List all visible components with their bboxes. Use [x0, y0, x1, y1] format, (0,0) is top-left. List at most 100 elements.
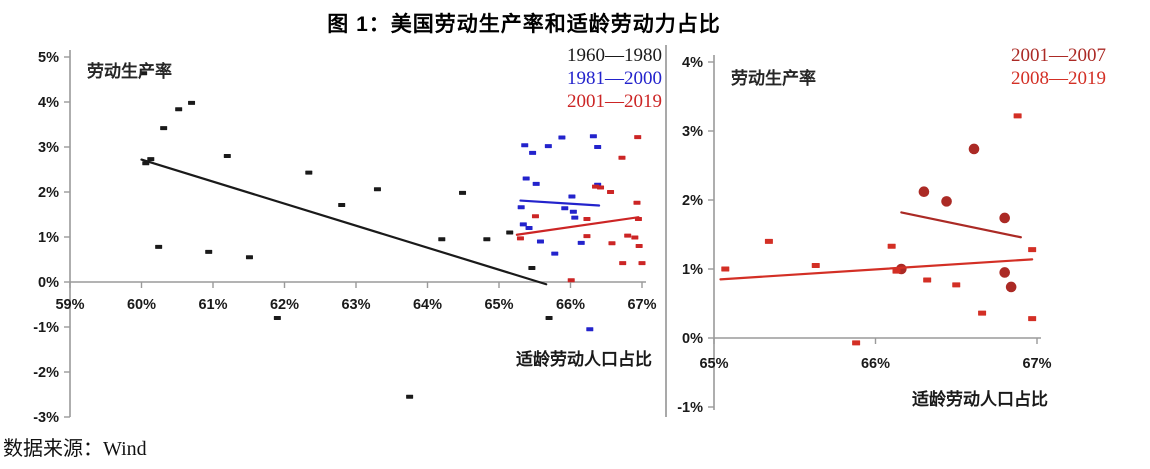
legend-entry: 2001—2019	[567, 91, 662, 112]
left-point-dash	[586, 327, 594, 332]
left-point-dash	[561, 206, 569, 211]
right-point-circle	[1005, 281, 1017, 293]
legend-entry: 2001—2007	[1011, 45, 1106, 66]
left-x-tick-label: 63%	[341, 297, 370, 313]
left-point-dash	[525, 226, 533, 230]
right-chart-legend: 2001—2007 2008—2019	[1011, 44, 1106, 90]
left-y-tick-label: 0%	[38, 275, 59, 291]
left-point-dash	[532, 181, 540, 186]
left-point-dash	[438, 237, 446, 242]
right-chart-xlabel: 适龄劳动人口占比	[912, 390, 1048, 409]
left-point-dash	[273, 316, 281, 320]
left-y-tick-label: 4%	[38, 95, 59, 111]
left-point-dash	[618, 155, 626, 160]
left-point-dash	[245, 255, 253, 260]
right-point-circle	[918, 186, 930, 198]
right-x-tick-label: 66%	[861, 356, 890, 372]
left-point-dash	[571, 215, 579, 220]
right-point-circle	[941, 196, 952, 207]
right-point-circle	[968, 143, 980, 155]
left-point-dash	[483, 237, 491, 242]
left-y-tick-label: 1%	[38, 230, 59, 246]
left-point-dash	[516, 236, 524, 241]
left-point-dash	[536, 239, 544, 244]
left-point-dash	[521, 143, 529, 148]
left-point-dash	[568, 194, 576, 199]
left-point-dash	[205, 249, 213, 254]
left-x-tick-label: 66%	[556, 297, 585, 313]
left-point-dash	[522, 176, 530, 181]
left-point-dash	[517, 205, 525, 210]
left-y-tick-label: -1%	[33, 320, 59, 336]
left-point-dash	[528, 266, 536, 271]
left-x-tick-label: 62%	[270, 297, 299, 313]
left-point-dash	[608, 241, 616, 246]
left-point-dash	[569, 209, 577, 214]
left-point-dash	[175, 107, 183, 112]
right-point-square	[978, 310, 987, 316]
legend-entry: 1960—1980	[567, 45, 662, 66]
left-x-tick-label: 65%	[484, 297, 513, 313]
left-point-dash	[188, 100, 196, 105]
right-trend-line	[900, 211, 1022, 239]
left-point-dash	[147, 157, 155, 162]
left-point-dash	[619, 261, 627, 266]
right-point-square	[811, 263, 820, 269]
left-point-dash	[558, 135, 566, 140]
left-y-tick-label: -2%	[33, 365, 59, 381]
left-point-dash	[577, 240, 585, 245]
left-chart-legend: 1960—1980 1981—2000 2001—2019	[567, 44, 662, 113]
left-y-tick-label: 3%	[38, 140, 59, 156]
right-point-square	[1028, 316, 1037, 322]
right-x-tick-label: 67%	[1022, 356, 1051, 372]
left-trend-line	[519, 199, 601, 207]
left-point-dash	[305, 170, 313, 175]
left-point-dash	[406, 394, 414, 399]
left-point-dash	[583, 217, 591, 221]
left-point-dash	[597, 185, 605, 190]
left-point-dash	[140, 71, 148, 76]
left-point-dash	[633, 200, 641, 205]
right-point-square	[721, 266, 730, 272]
right-trend-line	[719, 258, 1034, 281]
right-chart-ylabel: 劳动生产率	[731, 69, 816, 88]
left-y-tick-label: 2%	[38, 185, 59, 201]
right-y-tick-label: -1%	[677, 400, 703, 416]
left-x-tick-label: 60%	[127, 297, 156, 313]
left-point-dash	[155, 244, 163, 249]
left-point-dash	[338, 203, 346, 208]
left-point-dash	[529, 150, 537, 155]
right-y-tick-label: 3%	[682, 124, 703, 140]
left-point-dash	[624, 233, 632, 238]
left-point-dash	[223, 154, 231, 158]
left-y-tick-label: 5%	[38, 50, 59, 66]
right-y-tick-label: 1%	[682, 262, 703, 278]
left-x-tick-label: 64%	[413, 297, 442, 313]
panel-divider	[665, 45, 667, 417]
right-y-tick-label: 4%	[682, 55, 703, 71]
left-y-tick-label: -3%	[33, 410, 59, 426]
left-x-tick-label: 67%	[627, 297, 656, 313]
right-x-tick-label: 65%	[699, 356, 728, 372]
right-point-square	[1013, 113, 1022, 119]
left-x-tick-label: 59%	[55, 297, 84, 313]
left-point-dash	[583, 234, 591, 239]
left-point-dash	[631, 235, 639, 240]
left-chart-xlabel: 适龄劳动人口占比	[516, 350, 652, 369]
left-point-dash	[567, 278, 575, 283]
left-point-dash	[519, 222, 527, 227]
left-point-dash	[551, 251, 559, 256]
left-trend-line	[140, 158, 548, 286]
left-x-tick-label: 61%	[198, 297, 227, 313]
right-y-tick-label: 0%	[682, 331, 703, 347]
right-point-circle	[999, 267, 1010, 278]
left-point-dash	[160, 126, 168, 131]
left-trend-line	[515, 216, 640, 236]
legend-entry: 2008—2019	[1011, 68, 1106, 89]
right-point-square	[1028, 247, 1037, 253]
left-point-dash	[634, 135, 642, 140]
left-point-dash	[635, 244, 643, 248]
left-point-dash	[594, 145, 602, 149]
